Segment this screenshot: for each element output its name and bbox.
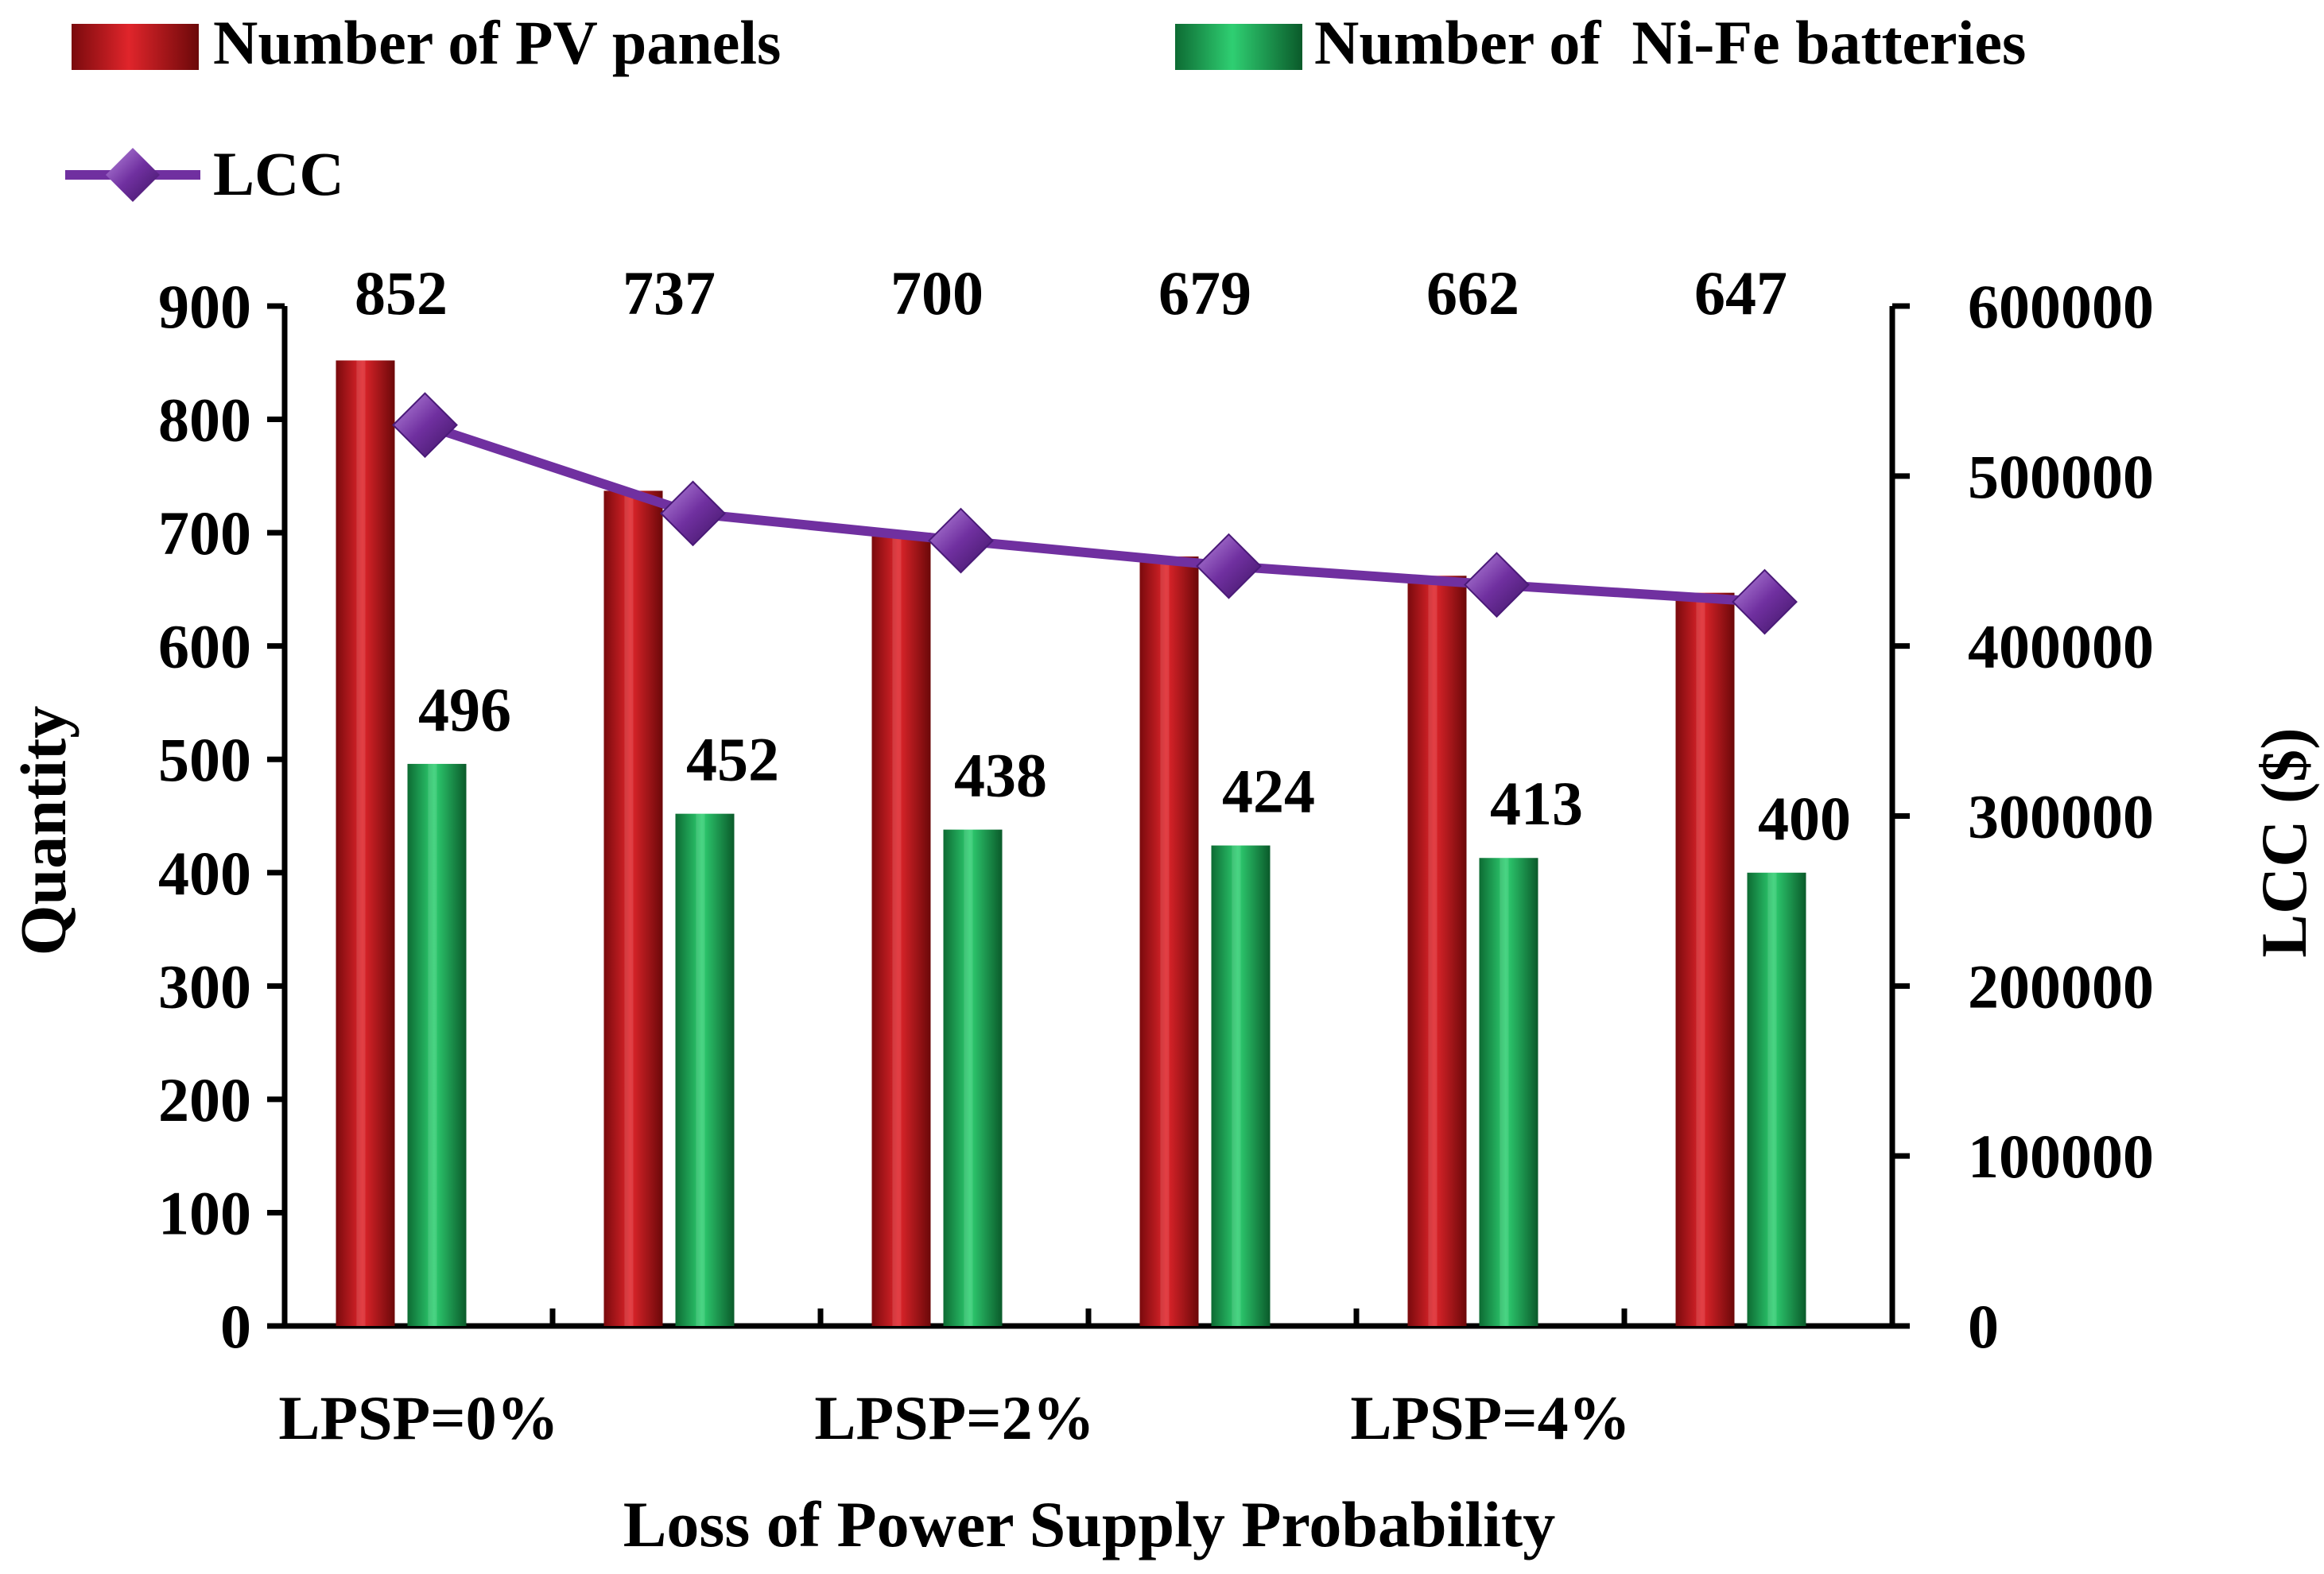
bar-highlight [1767,872,1777,1326]
bar-pv [336,360,395,1327]
y-tick-label-left: 600 [158,612,251,681]
y-tick-label-left: 900 [158,272,251,341]
bar-highlight [964,829,973,1326]
data-label-pv: 679 [1158,258,1251,328]
legend-item-lcc: LCC [65,139,344,208]
y-tick-label-right: 400000 [1968,612,2154,681]
bar-highlight [892,533,902,1326]
legend-item-pv: Number of PV panels [72,8,781,77]
legend-swatch-battery [1175,24,1302,70]
x-tick-label: LPSP=0% [278,1383,558,1452]
y-tick-label-left: 800 [158,386,251,455]
x-tick-label: LPSP=2% [814,1383,1094,1452]
data-label-pv: 737 [623,258,716,328]
line-lcc [423,420,1765,607]
bar-pv [1675,592,1735,1326]
bar-pv [1139,556,1199,1326]
marker-lcc [928,507,994,574]
data-label-pv: 647 [1694,258,1787,328]
bar-battery [407,763,467,1326]
marker-lcc [392,392,458,459]
y-tick-label-right: 500000 [1968,442,2154,511]
bar-highlight [356,360,366,1327]
x-tick-label: LPSP=4% [1350,1383,1630,1452]
bar-highlight [1500,858,1509,1326]
bar-highlight [1696,592,1705,1326]
bar-battery [943,829,1003,1326]
y-tick-label-left: 200 [158,1065,251,1134]
y-tick-label-right: 200000 [1968,952,2154,1021]
bar-highlight [624,490,634,1327]
bar-battery [1479,858,1538,1326]
bar-highlight [1428,576,1437,1326]
data-label-battery: 438 [954,741,1047,810]
bar-pv [1407,576,1467,1326]
legend-swatch-pv [72,24,199,70]
bar-highlight [1232,845,1241,1326]
marker-lcc [660,480,726,547]
bar-highlight [428,763,437,1326]
y-tick-label-right: 600000 [1968,272,2154,341]
data-label-pv: 700 [890,258,984,328]
data-label-battery: 452 [686,725,779,794]
bar-battery [1747,872,1806,1326]
y-tick-label-left: 300 [158,952,251,1021]
data-label-battery: 400 [1758,784,1851,853]
data-label-battery: 413 [1490,769,1583,838]
data-label-battery: 424 [1222,757,1315,826]
bar-highlight [696,813,705,1326]
y-axis-title-right: LCC ($) [2248,727,2320,957]
y-tick-label-right: 0 [1968,1292,1999,1361]
data-label-battery: 496 [418,675,511,744]
y-tick-label-left: 500 [158,725,251,794]
legend-item-battery: Number of Ni-Fe batteries [1175,8,2026,77]
x-axis-title: Loss of Power Supply Probability [623,1488,1556,1560]
bar-battery [675,813,735,1326]
bar-pv [871,533,931,1326]
data-label-pv: 662 [1426,258,1519,328]
bar-battery [1211,845,1271,1326]
legend-marker-lcc [106,148,160,202]
marker-lcc [1732,568,1798,635]
y-tick-label-left: 700 [158,498,251,568]
legend-label-lcc: LCC [213,139,344,208]
plot-area: 0 100 200 300 400 500 600 700 800 900 0 100000 20000… [158,258,2154,1452]
y-tick-label-right: 100000 [1968,1122,2154,1191]
legend-label-pv: Number of PV panels [213,8,781,77]
bar-pv [603,490,663,1327]
marker-lcc [1464,552,1530,618]
legend: Number of PV panels Number of Ni-Fe batt… [65,8,2026,208]
legend-label-battery: Number of Ni-Fe batteries [1314,8,2026,77]
y-tick-label-right: 300000 [1968,782,2154,851]
bar-highlight [1160,556,1170,1326]
y-tick-label-left: 400 [158,839,251,908]
y-tick-label-left: 0 [220,1292,251,1361]
y-tick-label-left: 100 [158,1178,251,1247]
data-label-pv: 852 [355,258,448,328]
y-axis-title-left: Quantity [7,706,80,956]
marker-lcc [1196,533,1262,599]
